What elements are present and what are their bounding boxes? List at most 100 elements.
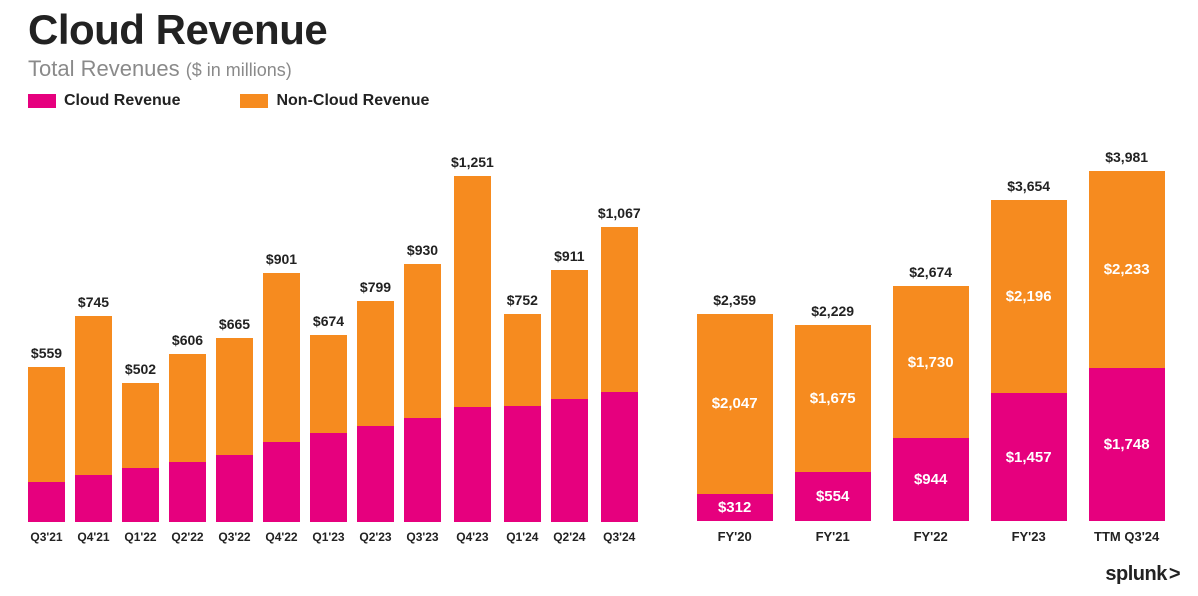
stacked-bar: $1,748$2,233	[1089, 169, 1165, 521]
legend-swatch-cloud	[28, 94, 56, 108]
bar-category-label: Q3'22	[218, 530, 250, 544]
page-subtitle: Total Revenues ($ in millions)	[28, 56, 292, 82]
bar-group: $559Q3'21	[28, 140, 65, 544]
bar-total-label: $901	[266, 251, 297, 267]
stacked-bar	[357, 299, 394, 522]
bar-category-label: Q2'22	[171, 530, 203, 544]
bar-segment-noncloud: $2,233	[1089, 171, 1165, 367]
bar-total-label: $2,359	[713, 292, 756, 308]
bar-segment-cloud: $1,457	[991, 393, 1067, 521]
bar-group: $1,251 Q4'23	[451, 140, 494, 544]
bar-total-label: $3,981	[1105, 149, 1148, 165]
legend-swatch-noncloud	[240, 94, 268, 108]
bar-category-label: Q2'24	[553, 530, 585, 544]
bar-segment-noncloud	[122, 383, 159, 468]
bar-total-label: $2,229	[811, 303, 854, 319]
bar-segment-cloud	[601, 392, 638, 522]
bar-total-label: $3,654	[1007, 178, 1050, 194]
legend-item-cloud: Cloud Revenue	[28, 92, 180, 110]
bar-category-label: Q4'22	[265, 530, 297, 544]
bar-group: $930 Q3'23	[404, 140, 441, 544]
bar-segment-cloud: $312	[697, 494, 773, 521]
stacked-bar	[122, 381, 159, 522]
legend-label-cloud: Cloud Revenue	[64, 92, 180, 110]
bar-segment-noncloud	[75, 316, 112, 475]
bar-segment-noncloud	[454, 176, 491, 408]
bar-segment-noncloud	[310, 335, 347, 432]
bar-segment-noncloud	[28, 367, 65, 482]
bar-category-label: Q3'24	[603, 530, 635, 544]
bar-segment-noncloud: $2,196	[991, 200, 1067, 393]
bar-segment-cloud	[310, 433, 347, 522]
bar-category-label: Q1'24	[506, 530, 538, 544]
bar-segment-cloud	[169, 462, 206, 522]
bar-segment-cloud	[216, 455, 253, 522]
bar-total-label: $1,251	[451, 154, 494, 170]
bar-category-label: Q4'23	[456, 530, 488, 544]
subtitle-main: Total Revenues	[28, 56, 186, 81]
bar-category-label: FY'21	[816, 529, 850, 544]
bar-segment-cloud	[454, 407, 491, 522]
bar-segment-cloud	[28, 482, 65, 522]
bar-group: $799 Q2'23	[357, 140, 394, 544]
bar-segment-noncloud: $1,730	[893, 286, 969, 438]
stacked-bar	[404, 262, 441, 522]
bar-category-label: Q3'23	[406, 530, 438, 544]
bar-total-label: $752	[507, 292, 538, 308]
bar-group: $665Q3'22	[216, 140, 253, 544]
bar-segment-noncloud	[404, 264, 441, 418]
bar-group: $901 Q4'22	[263, 140, 300, 544]
bar-group: $3,654 $1,457$2,196 FY'23	[991, 140, 1067, 544]
page-title: Cloud Revenue	[28, 6, 327, 54]
legend: Cloud Revenue Non-Cloud Revenue	[28, 92, 429, 110]
bar-group: $2,359 $312$2,047 FY'20	[697, 140, 773, 544]
bar-category-label: FY'20	[718, 529, 752, 544]
bar-group: $674Q1'23	[310, 140, 347, 544]
bar-total-label: $930	[407, 242, 438, 258]
stacked-bar	[169, 352, 206, 522]
bar-total-label: $1,067	[598, 205, 641, 221]
stacked-bar	[216, 336, 253, 522]
bar-total-label: $799	[360, 279, 391, 295]
bar-category-label: FY'22	[914, 529, 948, 544]
brand-logo: splunk>	[1105, 563, 1180, 586]
legend-item-noncloud: Non-Cloud Revenue	[240, 92, 429, 110]
bar-category-label: Q4'21	[77, 530, 109, 544]
bar-category-label: Q1'23	[312, 530, 344, 544]
charts-area: $559Q3'21$745Q4'21$502Q1'22$606Q2'22$665…	[28, 140, 1170, 544]
bar-segment-cloud	[122, 468, 159, 522]
stacked-bar: $312$2,047	[697, 312, 773, 521]
bar-group: $3,981$1,748$2,233TTM Q3'24	[1089, 140, 1165, 544]
bar-segment-cloud	[75, 475, 112, 522]
stacked-bar	[601, 225, 638, 522]
bar-category-label: Q2'23	[359, 530, 391, 544]
bar-segment-noncloud	[169, 354, 206, 462]
stacked-bar: $554$1,675	[795, 323, 871, 521]
bar-segment-cloud: $554	[795, 472, 871, 521]
quarterly-chart: $559Q3'21$745Q4'21$502Q1'22$606Q2'22$665…	[28, 140, 641, 544]
bar-category-label: FY'23	[1012, 529, 1046, 544]
bar-segment-noncloud	[551, 270, 588, 399]
bar-segment-cloud: $1,748	[1089, 368, 1165, 521]
subtitle-units: ($ in millions)	[186, 60, 292, 80]
bar-segment-cloud	[357, 426, 394, 522]
bar-group: $911 Q2'24	[551, 140, 588, 544]
bar-group: $1,067 Q3'24	[598, 140, 641, 544]
bar-total-label: $502	[125, 361, 156, 377]
stacked-bar: $944$1,730	[893, 284, 969, 521]
bar-group: $502 Q1'22	[122, 140, 159, 544]
brand-chevron-icon: >	[1169, 563, 1180, 586]
bar-group: $2,229 $554$1,675 FY'21	[795, 140, 871, 544]
bar-total-label: $2,674	[909, 264, 952, 280]
bar-total-label: $911	[554, 248, 584, 264]
bar-group: $752 Q1'24	[504, 140, 541, 544]
stacked-bar	[263, 271, 300, 522]
stacked-bar	[551, 268, 588, 522]
stacked-bar: $1,457$2,196	[991, 198, 1067, 521]
bar-segment-cloud	[263, 442, 300, 522]
bar-segment-cloud	[504, 406, 541, 522]
bar-category-label: Q1'22	[124, 530, 156, 544]
bar-segment-noncloud: $1,675	[795, 325, 871, 472]
bar-total-label: $559	[31, 345, 62, 361]
brand-text: splunk	[1105, 563, 1166, 586]
